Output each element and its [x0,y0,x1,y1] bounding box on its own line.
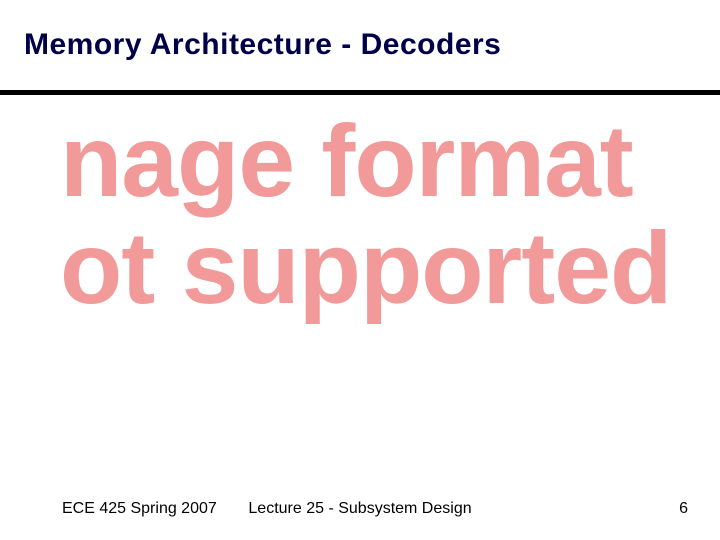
title-underline [0,90,720,95]
footer-center: Lecture 25 - Subsystem Design [0,500,720,518]
missing-image-placeholder: nage format ot supported [60,108,671,322]
footer-right: 6 [679,500,688,518]
slide-title: Memory Architecture - Decoders [24,28,501,62]
placeholder-line-1: nage format [60,104,633,218]
placeholder-line-2: ot supported [60,211,671,325]
